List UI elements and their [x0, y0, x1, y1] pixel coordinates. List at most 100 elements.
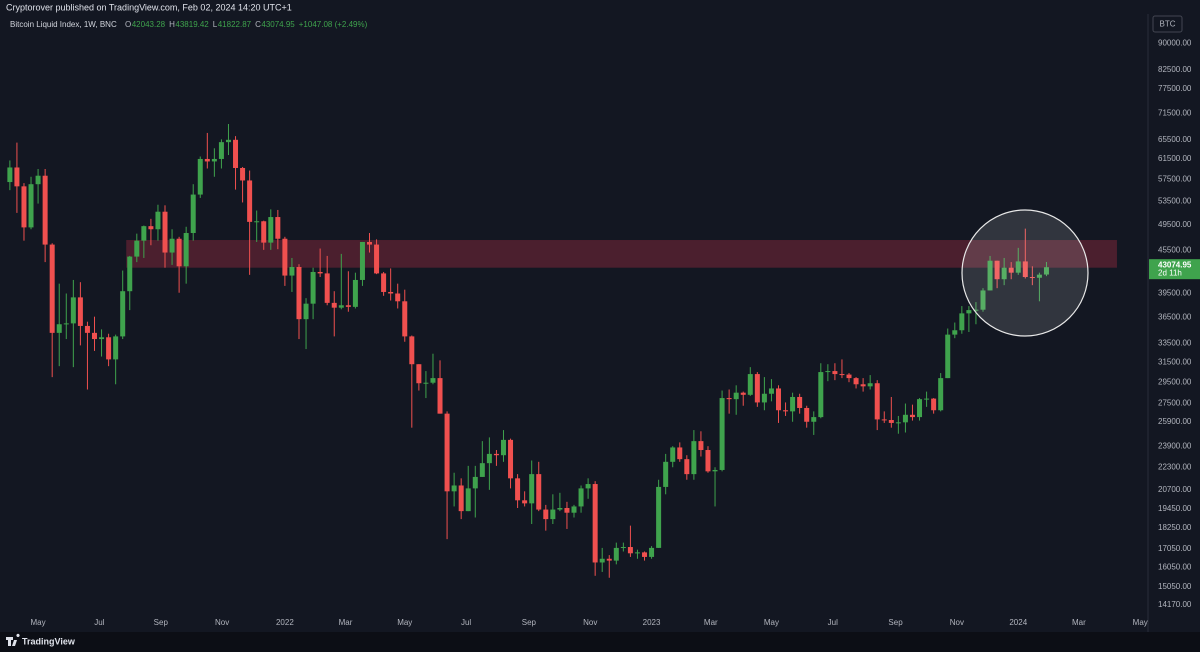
resistance-zone: [126, 240, 1117, 268]
legend-key: C: [255, 20, 261, 29]
candle-body: [183, 233, 189, 267]
x-tick-label: May: [764, 618, 779, 627]
last-price: 43074.95: [1158, 260, 1192, 269]
candle-body: [924, 398, 930, 400]
candle-body: [698, 441, 704, 451]
candle-body: [310, 271, 316, 304]
x-tick-label: 2023: [643, 618, 661, 627]
currency-box[interactable]: [1152, 15, 1183, 33]
candle-body: [550, 509, 556, 520]
x-tick-label: Jul: [828, 618, 838, 627]
candle-body: [797, 396, 803, 408]
candle-body: [902, 414, 908, 423]
candle-body: [564, 507, 570, 513]
candle-body: [853, 378, 859, 385]
y-tick-label: 27500.00: [1158, 399, 1192, 408]
candle-body: [127, 256, 133, 292]
candle-body: [493, 453, 499, 456]
candle-body: [289, 266, 295, 276]
candle-body: [247, 180, 253, 222]
candle-body: [218, 142, 224, 159]
candle-body: [141, 226, 147, 241]
candle-body: [28, 184, 34, 228]
candle-body: [783, 410, 789, 412]
candle-body: [1036, 274, 1042, 278]
candle-body: [980, 290, 986, 310]
legend-value: +1047.08 (+2.49%): [299, 20, 368, 29]
candle-body: [84, 325, 90, 333]
candle-body: [42, 175, 48, 245]
candle-body: [627, 547, 633, 554]
candle-body: [606, 558, 612, 561]
candle-body: [35, 175, 41, 185]
candle-body: [176, 238, 182, 267]
candle-body: [634, 552, 640, 554]
candle-body: [543, 509, 549, 520]
candle-body: [705, 450, 711, 472]
candle-body: [49, 244, 55, 333]
currency: BTC: [1160, 20, 1176, 29]
y-tick-label: 39500.00: [1158, 289, 1192, 298]
y-tick-label: 71500.00: [1158, 108, 1192, 117]
candle-body: [895, 422, 901, 424]
y-tick-label: 33500.00: [1158, 339, 1192, 348]
candle-body: [331, 302, 337, 308]
x-tick-label: May: [31, 618, 46, 627]
y-tick-label: 53500.00: [1158, 196, 1192, 205]
candle-body: [70, 297, 76, 324]
candle-body: [77, 297, 83, 326]
candle-body: [571, 506, 577, 513]
y-tick-label: 77500.00: [1158, 84, 1192, 93]
x-tick-label: 2022: [276, 618, 294, 627]
candle-body: [1001, 267, 1007, 280]
candle-body: [529, 474, 535, 504]
x-tick-label: Nov: [215, 618, 229, 627]
candle-body: [881, 419, 887, 421]
candle-body: [254, 221, 260, 223]
candle-body: [790, 396, 796, 412]
candle-body: [578, 488, 584, 507]
y-tick-label: 31500.00: [1158, 357, 1192, 366]
candle-body: [832, 371, 838, 375]
candle-body: [395, 293, 401, 302]
x-tick-label: May: [1133, 618, 1148, 627]
candle-body: [486, 453, 492, 464]
candle-body: [282, 238, 288, 276]
x-tick-label: Sep: [154, 618, 169, 627]
candle-body: [966, 310, 972, 314]
candle-body: [1008, 267, 1014, 273]
last-price-box: [1149, 259, 1200, 280]
candle-body: [324, 273, 330, 303]
candle-body: [592, 484, 598, 563]
candle-body: [973, 309, 979, 311]
legend-value: 41822.87: [218, 20, 252, 29]
candle-body: [740, 392, 746, 395]
legend-key: O: [125, 20, 131, 29]
candle-body: [874, 383, 880, 420]
candle-body: [522, 500, 528, 504]
candle-body: [557, 507, 563, 510]
candle-body: [204, 158, 210, 162]
candle-body: [684, 459, 690, 475]
candle-body: [14, 167, 20, 187]
candle-body: [515, 478, 521, 501]
legend-value: 43819.42: [175, 20, 209, 29]
candle-body: [825, 371, 831, 373]
candle-body: [352, 279, 358, 307]
candle-body: [620, 547, 626, 549]
candle-body: [846, 374, 852, 379]
candle-body: [839, 374, 845, 376]
candle-body: [211, 158, 217, 162]
candle-body: [374, 244, 380, 274]
bar-countdown: 2d 11h: [1158, 268, 1182, 277]
y-tick-label: 90000.00: [1158, 38, 1192, 47]
x-axis: May Jul Sep Nov 2022 Mar May Jul Sep Nov 2023 Mar Ma…: [31, 618, 1148, 627]
candle-body: [536, 474, 542, 510]
candle-body: [917, 399, 923, 418]
tradingview-logo: [6, 633, 20, 646]
candle-body: [585, 484, 591, 489]
x-tick-label: Jul: [461, 618, 471, 627]
candle-body: [423, 382, 429, 384]
y-axis: 90000.00 82500.00 77500.00 71500.00 65500.00…: [1158, 38, 1192, 609]
candle-body: [303, 303, 309, 320]
